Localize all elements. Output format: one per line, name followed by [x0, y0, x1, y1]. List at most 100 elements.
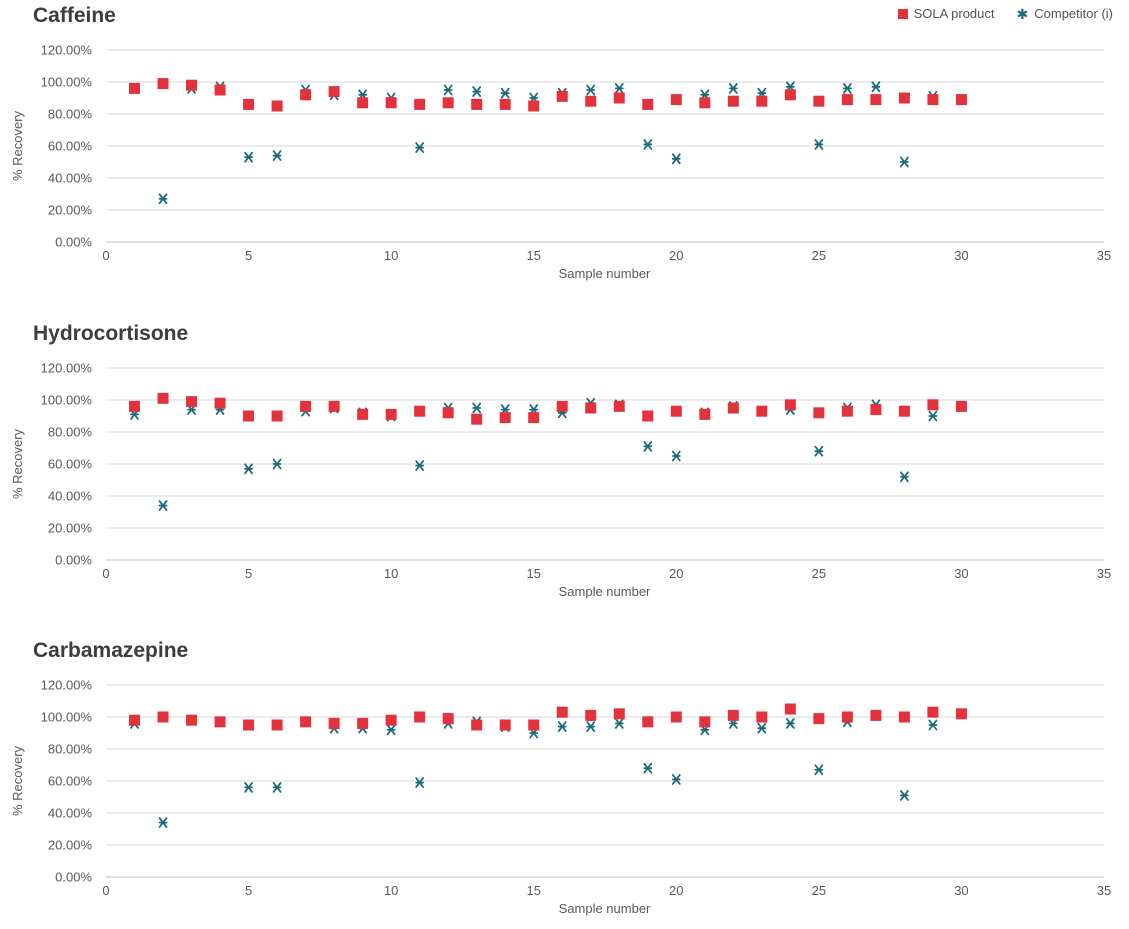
competitor-point	[472, 402, 482, 414]
y-axis-label: % Recovery	[10, 428, 25, 499]
sola-point	[157, 711, 169, 723]
x-tick-label: 10	[384, 248, 398, 263]
sola-point	[129, 400, 141, 412]
competitor-point	[900, 471, 909, 483]
chart-title: Hydrocortisone	[33, 322, 189, 345]
sola-point	[613, 708, 625, 720]
y-tick-label: 120.00%	[41, 361, 93, 376]
sola-point	[186, 79, 198, 91]
y-tick-label: 40.00%	[48, 489, 93, 504]
sola-point	[385, 408, 397, 420]
sola-point	[243, 410, 255, 422]
sola-point	[927, 94, 939, 106]
sola-point	[585, 402, 597, 414]
sola-point	[813, 95, 825, 107]
sola-point	[528, 100, 540, 112]
competitor-point	[757, 722, 767, 734]
sola-point	[499, 719, 511, 731]
sola-point	[613, 400, 625, 412]
sola-point	[670, 94, 682, 106]
sola-point	[727, 95, 739, 107]
legend-label-sola: SOLA product	[913, 6, 995, 21]
sola-point	[243, 719, 255, 731]
sola-point	[186, 396, 198, 408]
competitor-point	[272, 781, 282, 793]
y-tick-label: 80.00%	[48, 742, 93, 757]
sola-point	[442, 407, 454, 419]
competitor-point	[272, 458, 282, 470]
competitor-point	[614, 83, 624, 94]
competitor-point	[928, 719, 938, 731]
y-tick-label: 20.00%	[48, 203, 93, 218]
x-tick-label: 35	[1097, 566, 1111, 581]
x-tick-label: 20	[669, 883, 683, 898]
y-tick-label: 40.00%	[48, 171, 93, 186]
sola-point	[756, 711, 768, 723]
competitor-point	[643, 138, 653, 150]
y-tick-label: 60.00%	[48, 457, 93, 472]
x-tick-label: 20	[669, 248, 683, 263]
competitor-point	[586, 721, 596, 732]
competitor-point	[814, 445, 824, 457]
competitor-point	[386, 724, 396, 736]
x-axis-label: Sample number	[559, 901, 651, 916]
y-tick-label: 120.00%	[41, 678, 93, 693]
competitor-point	[500, 87, 510, 99]
sola-point	[214, 84, 226, 96]
x-tick-label: 30	[954, 248, 968, 263]
competitor-point	[928, 410, 938, 422]
chart-caffeine: 0.00% 20.00% 40.00% 60.00% 80.00% 100.00% 120.…	[10, 43, 1111, 282]
sola-point	[898, 92, 910, 104]
sola-point	[157, 392, 169, 404]
y-tick-label: 80.00%	[48, 107, 93, 122]
y-tick-label: 60.00%	[48, 139, 93, 154]
competitor-point	[586, 84, 596, 96]
x-tick-label: 15	[526, 566, 540, 581]
x-tick-label: 30	[954, 883, 968, 898]
x-axis-label: Sample number	[559, 584, 651, 599]
sola-point	[385, 97, 397, 109]
sola-point	[699, 97, 711, 109]
sola-point	[271, 410, 283, 422]
y-tick-label: 20.00%	[48, 521, 93, 536]
competitor-point	[158, 193, 168, 205]
sola-point	[613, 92, 625, 104]
sola-point	[841, 94, 853, 106]
sola-point	[271, 719, 283, 731]
sola-point	[585, 95, 597, 107]
x-marker-icon: ✱	[1016, 5, 1029, 22]
x-tick-label: 5	[245, 566, 252, 581]
chart-hydrocortisone: 0.00% 20.00% 40.00% 60.00% 80.00% 100.00% 120.…	[10, 361, 1111, 600]
x-tick-label: 5	[245, 248, 252, 263]
y-tick-label: 0.00%	[55, 235, 92, 250]
sola-point	[784, 89, 796, 101]
sola-point	[784, 703, 796, 715]
competitor-point	[785, 718, 795, 729]
competitor-point	[871, 81, 881, 93]
x-tick-label: 30	[954, 566, 968, 581]
x-axis-label: Sample number	[559, 266, 651, 281]
y-axis-label: % Recovery	[10, 110, 25, 181]
sola-point	[414, 711, 426, 723]
y-tick-label: 120.00%	[41, 43, 93, 58]
sola-point	[898, 405, 910, 417]
sola-point	[528, 719, 540, 731]
sola-point	[471, 98, 483, 110]
competitor-point	[415, 777, 425, 789]
sola-point	[642, 716, 654, 728]
sola-point	[357, 717, 369, 729]
competitor-point	[443, 84, 453, 96]
sola-point	[385, 714, 397, 726]
competitor-point	[643, 441, 653, 452]
sola-point	[357, 97, 369, 109]
y-axis-label: % Recovery	[10, 745, 25, 816]
competitor-point	[415, 460, 425, 472]
competitor-point	[900, 156, 909, 168]
sola-point	[300, 400, 312, 412]
sola-point	[442, 97, 454, 109]
x-tick-label: 25	[812, 883, 826, 898]
competitor-point	[900, 789, 909, 801]
sola-point	[129, 82, 141, 94]
sola-point	[927, 399, 939, 411]
competitor-point	[671, 450, 681, 462]
